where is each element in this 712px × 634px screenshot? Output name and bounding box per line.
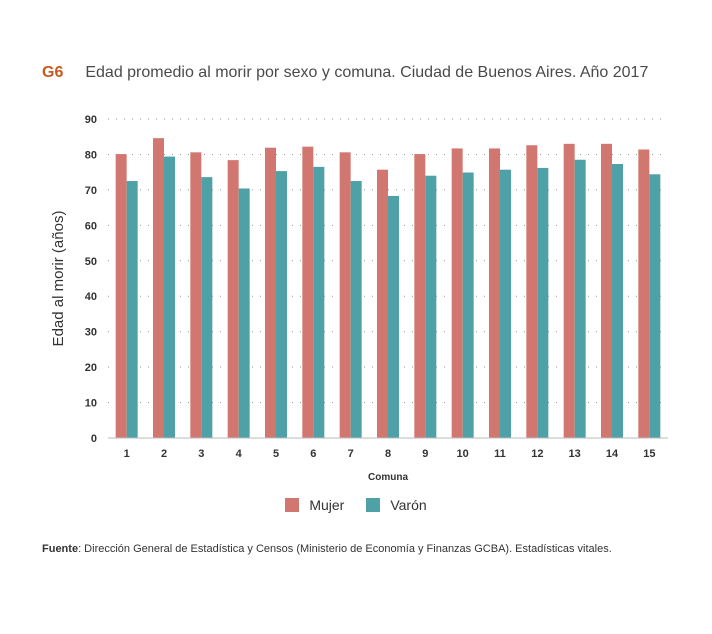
source-note: Fuente: Dirección General de Estadística… [42,543,612,555]
source-text: : Dirección General de Estadística y Cen… [78,543,612,555]
bar-mujer-4 [227,160,239,439]
x-tick-label: 11 [494,448,506,460]
x-tick-label: 2 [161,448,167,460]
bar-varon-1 [126,181,138,438]
chart-header: G6 Edad promedio al morir por sexo y comu… [42,64,648,82]
bar-mujer-11 [489,148,500,438]
bar-varon-15 [649,174,661,438]
x-tick-label: 15 [643,448,655,460]
source-label: Fuente [42,543,79,555]
y-tick-label: 20 [85,362,97,374]
bar-mujer-15 [638,149,650,438]
bar-mujer-14 [601,143,612,439]
bar-varon-9 [425,175,437,438]
bar-mujer-7 [339,152,351,438]
chart-code: G6 [42,64,64,81]
bar-varon-2 [164,156,175,438]
y-tick-label: 40 [85,291,97,303]
legend-label-varon: Varón [390,497,427,513]
x-tick-label: 13 [569,448,581,460]
bar-mujer-12 [526,145,538,438]
bar-varon-4 [238,188,250,438]
legend: Mujer Varón [0,497,712,513]
x-tick-label: 1 [124,448,130,460]
bar-varon-11 [500,169,511,439]
bar-varon-7 [350,181,362,438]
y-tick-label: 60 [85,220,97,232]
bar-mujer-13 [563,143,575,439]
chart-title: Edad promedio al morir por sexo y comuna… [85,64,649,81]
bar-varon-14 [612,164,623,438]
bar-varon-5 [276,171,287,438]
y-tick-label: 50 [85,256,97,268]
y-tick-label: 10 [85,398,97,410]
bar-mujer-9 [414,154,426,438]
x-tick-label: 3 [198,448,204,460]
bar-mujer-10 [451,148,463,438]
x-tick-label: 9 [422,448,428,460]
x-tick-label: 4 [236,448,243,460]
legend-item-varon: Varón [366,497,427,513]
bar-mujer-5 [265,147,276,438]
bar-varon-12 [537,167,549,438]
bar-varon-6 [313,166,325,438]
bar-mujer-1 [115,154,127,438]
bar-mujer-3 [190,152,202,438]
y-tick-label: 90 [85,114,97,126]
x-tick-label: 6 [310,448,316,460]
legend-label-mujer: Mujer [309,497,345,513]
bars [115,138,661,439]
x-axis-label: Comuna [368,472,408,483]
y-tick-label: 80 [85,149,97,161]
x-tick-label: 8 [385,448,391,460]
y-tick-label: 0 [91,433,97,445]
x-tick-label: 12 [531,448,543,460]
bar-mujer-6 [302,146,314,438]
y-axis-ticks: 0 10 20 30 40 50 60 70 80 90 [85,114,97,445]
legend-swatch-varon [366,498,381,512]
legend-swatch-mujer [285,498,300,512]
legend-item-mujer: Mujer [285,497,344,513]
x-tick-label: 14 [606,448,619,460]
x-tick-label: 10 [457,448,469,460]
bar-mujer-8 [377,169,388,439]
x-tick-label: 7 [348,448,354,460]
y-tick-label: 30 [85,327,97,339]
y-tick-label: 70 [85,185,97,197]
bar-varon-8 [388,195,399,438]
bar-varon-10 [462,172,474,438]
x-axis-ticks: 1 2 3 4 5 6 7 8 9 10 11 12 13 14 15 [124,448,656,460]
y-axis-label: Edad al morir (años) [50,211,67,347]
x-tick-label: 5 [273,448,279,460]
bar-mujer-2 [153,138,164,438]
bar-varon-13 [574,159,586,438]
bar-varon-3 [201,177,213,438]
